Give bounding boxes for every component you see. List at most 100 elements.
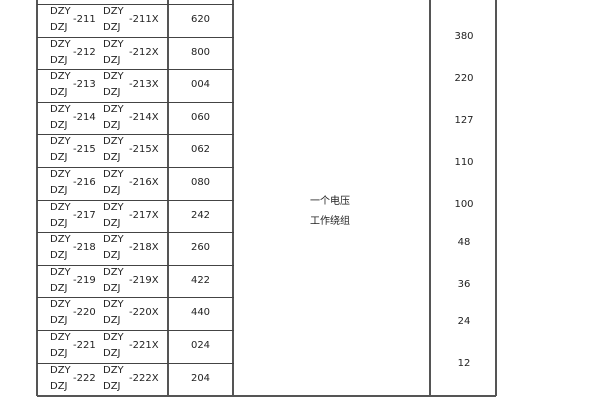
prefix-dzj: DZJ — [103, 315, 121, 327]
voltage-value: 36 — [457, 279, 471, 290]
prefix-dzj: DZJ — [103, 119, 121, 131]
model-number: -211 — [73, 14, 96, 25]
winding-description: 一个电压 工作绕组 — [310, 192, 350, 232]
row-divider — [168, 101, 234, 103]
table-row: DZY DZJ -218 DZY DZJ -218X 260 — [39, 232, 233, 264]
table-row: DZY DZJ -213 DZY DZJ -213X 004 — [39, 69, 233, 101]
model-number: -216 — [73, 177, 96, 188]
prefix-dzj: DZJ — [103, 87, 121, 99]
row-divider — [37, 297, 168, 299]
column-divider — [429, 0, 431, 396]
row-divider — [168, 167, 234, 168]
voltage-value: 220 — [454, 73, 474, 84]
model-x-number: -218X — [129, 242, 159, 254]
voltage-value: 110 — [454, 157, 474, 168]
code-cell: 800 — [190, 46, 211, 58]
prefix-dzj: DZJ — [50, 348, 68, 359]
model-x-number: -222X — [129, 372, 159, 384]
prefix-dzy: DZY — [50, 103, 71, 115]
voltage-value: 380 — [454, 31, 474, 42]
table-row: DZY DZJ -215 DZY DZJ -215X 062 — [39, 134, 233, 166]
table-row: DZY DZJ -211 DZY DZJ -211X 620 — [39, 4, 233, 36]
prefix-dzj: DZJ — [50, 282, 68, 294]
prefix-dzj: DZJ — [50, 87, 68, 99]
table-row: DZY DZJ -217 DZY DZJ -217X 242 — [39, 200, 233, 232]
code-cell: 060 — [190, 111, 211, 123]
prefix-dzy: DZY — [50, 136, 71, 148]
prefix-dzy: DZY — [103, 364, 124, 376]
model-number: -221 — [73, 340, 96, 351]
prefix-dzj: DZJ — [103, 380, 121, 392]
model-number: -217 — [73, 209, 96, 221]
prefix-dzy: DZY — [103, 136, 124, 148]
prefix-dzy: DZY — [103, 71, 124, 83]
voltage-value: 48 — [457, 237, 471, 248]
model-number: -218 — [73, 242, 96, 254]
prefix-dzy: DZY — [50, 234, 71, 246]
prefix-dzy: DZY — [103, 332, 124, 343]
row-divider — [168, 330, 234, 331]
prefix-dzy: DZY — [50, 6, 71, 17]
row-divider — [37, 167, 168, 168]
voltage-value: 127 — [454, 115, 474, 126]
prefix-dzy: DZY — [50, 169, 71, 180]
model-x-number: -220X — [129, 307, 159, 319]
row-divider — [168, 232, 234, 234]
model-x-number: -213X — [129, 79, 159, 91]
row-divider — [37, 362, 168, 364]
prefix-dzy: DZY — [103, 38, 124, 50]
prefix-dzj: DZJ — [50, 152, 68, 164]
code-cell: 062 — [190, 144, 211, 156]
row-divider — [168, 69, 234, 71]
model-x-number: -217X — [129, 209, 159, 221]
table-row: DZY DZJ -214 DZY DZJ -214X 060 — [39, 102, 233, 134]
code-cell: 204 — [190, 372, 211, 384]
prefix-dzj: DZJ — [103, 22, 121, 33]
table-row: DZY DZJ -212 DZY DZJ -212X 800 — [39, 37, 233, 69]
row-divider — [168, 199, 234, 201]
prefix-dzy: DZY — [103, 6, 124, 17]
prefix-dzj: DZJ — [103, 282, 121, 294]
model-number: -212 — [73, 46, 96, 58]
model-number: -222 — [73, 372, 96, 384]
row-divider — [37, 69, 168, 71]
code-cell: 004 — [190, 79, 211, 91]
prefix-dzy: DZY — [50, 332, 71, 343]
code-cell: 024 — [190, 340, 211, 351]
prefix-dzy: DZY — [103, 169, 124, 180]
prefix-dzy: DZY — [50, 38, 71, 50]
code-cell: 080 — [190, 177, 211, 188]
prefix-dzj: DZJ — [103, 152, 121, 164]
prefix-dzj: DZJ — [103, 185, 121, 196]
prefix-dzj: DZJ — [50, 380, 68, 392]
model-number: -219 — [73, 274, 96, 286]
prefix-dzj: DZJ — [50, 217, 68, 229]
row-divider — [37, 199, 168, 201]
voltage-value: 24 — [457, 316, 471, 327]
prefix-dzy: DZY — [103, 266, 124, 278]
prefix-dzj: DZJ — [103, 54, 121, 66]
prefix-dzy: DZY — [103, 299, 124, 311]
prefix-dzj: DZJ — [50, 22, 68, 33]
code-cell: 440 — [190, 307, 211, 319]
prefix-dzj: DZJ — [103, 348, 121, 359]
code-cell: 422 — [190, 274, 211, 286]
table-border-bottom — [37, 395, 496, 397]
model-number: -220 — [73, 307, 96, 319]
row-divider — [168, 362, 234, 364]
prefix-dzj: DZJ — [50, 185, 68, 196]
table-row: DZY DZJ -216 DZY DZJ -216X 080 — [39, 167, 233, 199]
row-divider — [168, 297, 234, 299]
column-divider — [232, 0, 234, 396]
prefix-dzy: DZY — [50, 71, 71, 83]
row-divider — [37, 330, 168, 331]
code-cell: 242 — [190, 209, 211, 221]
row-divider — [37, 101, 168, 103]
winding-line-2: 工作绕组 — [310, 216, 350, 227]
prefix-dzy: DZY — [103, 234, 124, 246]
model-number: -214 — [73, 111, 96, 123]
prefix-dzy: DZY — [103, 103, 124, 115]
row-divider — [37, 4, 168, 5]
table-row: DZY DZJ -221 DZY DZJ -221X 024 — [39, 330, 233, 362]
voltage-value: 100 — [454, 199, 474, 210]
